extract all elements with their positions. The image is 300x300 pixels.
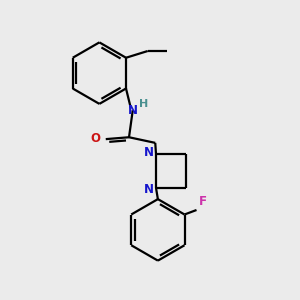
- Text: F: F: [199, 195, 207, 208]
- Text: H: H: [139, 98, 148, 109]
- Text: N: N: [144, 146, 154, 160]
- Text: N: N: [128, 104, 138, 117]
- Text: N: N: [144, 182, 154, 196]
- Text: O: O: [90, 132, 100, 145]
